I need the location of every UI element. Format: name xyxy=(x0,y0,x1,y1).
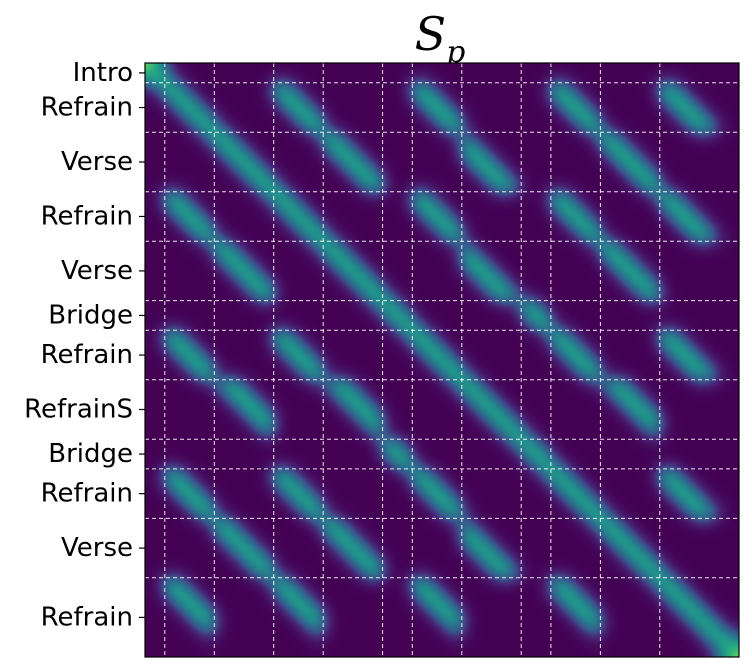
y-tick-label: Refrain xyxy=(41,479,133,509)
y-tick-label: Refrain xyxy=(41,602,133,632)
grid-lines xyxy=(145,63,739,657)
chart-title-main: S xyxy=(415,7,447,61)
plot-frame xyxy=(144,62,740,658)
y-tick-label: Verse xyxy=(61,147,133,177)
y-tick-label: Refrain xyxy=(41,93,133,123)
y-tick-label: Refrain xyxy=(41,340,133,370)
y-tick-label: Verse xyxy=(61,533,133,563)
y-tick-label: RefrainS xyxy=(24,395,133,425)
chart-title-subscript: p xyxy=(446,35,465,70)
heatmap-image xyxy=(145,63,739,657)
y-tick-label: Verse xyxy=(61,256,133,286)
y-tick-label: Bridge xyxy=(48,300,133,330)
y-tick-label: Refrain xyxy=(41,201,133,231)
heatmap xyxy=(145,63,739,657)
chart-title: Sp xyxy=(415,7,466,70)
y-tick-label: Intro xyxy=(73,58,133,88)
y-axis: Intro Refrain Verse Refrain Verse Bridge Refra… xyxy=(24,58,145,632)
y-tick-label: Bridge xyxy=(48,439,133,469)
